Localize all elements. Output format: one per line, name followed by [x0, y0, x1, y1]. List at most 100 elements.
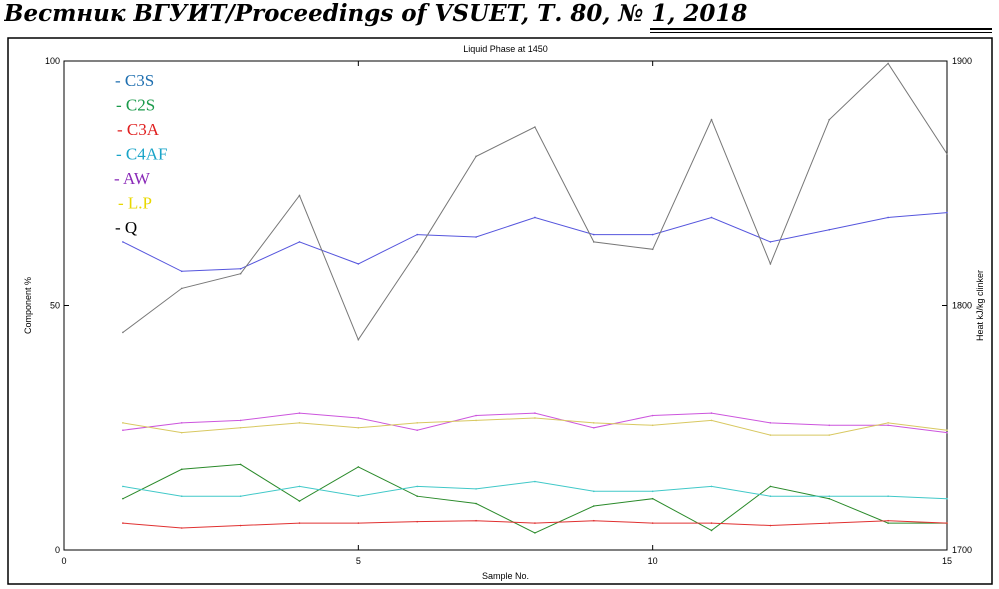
data-point-aw [828, 424, 831, 427]
data-point-c2s [887, 522, 889, 524]
data-point-c2s [357, 466, 360, 468]
data-point-aw [887, 424, 889, 427]
journal-header: Вестник ВГУИТ/Proceedings of VSUET, Т. 8… [4, 0, 994, 34]
data-point-c4af [298, 485, 301, 488]
data-point-q [416, 250, 419, 253]
data-point-lp [534, 417, 536, 419]
y-axis-label: Component % [23, 277, 33, 334]
data-point-c4af [239, 495, 242, 498]
journal-header-text: Вестник ВГУИТ/Proceedings of VSUET, Т. 8… [4, 0, 748, 27]
legend-entry-c2s: - C2S [116, 96, 155, 115]
data-point-c2s [651, 497, 654, 500]
data-point-c3a [651, 522, 654, 524]
legend-entry-c4af: - C4AF [116, 145, 167, 164]
plot-area [63, 60, 948, 551]
data-point-c4af [946, 497, 948, 500]
data-point-c4af [887, 495, 889, 498]
legend-entry-aw: - AW [114, 169, 151, 188]
figure-frame [7, 37, 993, 585]
data-point-c3s [946, 211, 948, 214]
data-point-c4af [828, 495, 831, 498]
legend-entry-c3s: - C3S [115, 71, 154, 90]
data-point-lp [651, 424, 654, 427]
data-point-q [769, 263, 772, 265]
data-point-q [828, 118, 831, 121]
data-point-aw [710, 412, 713, 414]
data-point-c4af [769, 495, 772, 498]
data-point-c3a [887, 519, 889, 522]
data-point-aw [651, 414, 654, 417]
y2-tick-label: 1900 [952, 56, 972, 66]
data-point-c2s [122, 497, 124, 500]
data-point-c4af [357, 495, 360, 498]
x-tick-label: 0 [61, 556, 66, 566]
y-tick-label: 100 [45, 56, 60, 66]
data-point-c3a [828, 522, 831, 524]
x-tick-label: 10 [648, 556, 658, 566]
data-point-lp [239, 426, 242, 429]
data-point-c2s [180, 468, 183, 471]
y-tick-label: 0 [55, 545, 60, 555]
plot-marks: Liquid Phase at 1450 0 5 10 15 0 50 100 1700 1800… [23, 44, 985, 581]
data-point-c3s [887, 216, 889, 219]
data-point-c3a [298, 522, 301, 524]
data-point-aw [475, 414, 477, 417]
data-point-c3s [534, 216, 536, 219]
data-point-c3a [475, 519, 477, 522]
y2-tick-label: 1700 [952, 545, 972, 555]
data-point-c3a [710, 522, 713, 524]
data-point-c4af [593, 490, 595, 493]
data-point-lp [357, 426, 360, 429]
data-point-c2s [239, 463, 242, 466]
data-point-c2s [416, 495, 419, 498]
data-point-c3s [593, 233, 595, 236]
data-point-aw [180, 422, 183, 424]
data-point-c3s [769, 241, 772, 243]
data-point-c3s [651, 233, 654, 236]
data-point-c3a [416, 520, 419, 523]
data-point-c2s [593, 505, 595, 507]
data-point-c4af [534, 480, 536, 483]
data-point-c3a [122, 522, 124, 524]
data-point-q [887, 62, 889, 65]
data-point-aw [357, 417, 360, 419]
data-point-lp [710, 419, 713, 422]
data-point-c2s [828, 497, 831, 500]
data-point-q [946, 153, 948, 155]
header-rule [650, 28, 992, 30]
data-point-q [710, 118, 713, 121]
data-point-lp [946, 429, 948, 431]
data-point-c3a [946, 522, 948, 524]
data-point-c3a [593, 519, 595, 522]
data-point-c3s [710, 216, 713, 219]
legend-entry-lp: - L.P [118, 194, 152, 213]
y2-axis-label: Heat kJ/kg clinker [975, 270, 985, 341]
data-point-lp [769, 434, 772, 436]
data-point-c3s [416, 233, 419, 236]
data-point-c3a [534, 522, 536, 524]
data-point-c3s [180, 270, 183, 273]
data-point-aw [593, 426, 595, 429]
data-point-aw [534, 412, 536, 414]
data-point-aw [239, 419, 242, 422]
data-point-q [475, 155, 477, 158]
data-point-c3a [180, 527, 183, 529]
header-rule-thin [650, 32, 992, 33]
data-point-lp [887, 422, 889, 424]
x-tick-label: 5 [356, 556, 361, 566]
data-point-q [180, 287, 183, 290]
data-point-c4af [475, 488, 477, 490]
y2-tick-label: 1800 [952, 301, 972, 311]
data-point-q [651, 248, 654, 251]
data-point-lp [828, 434, 831, 436]
data-point-c4af [416, 485, 419, 488]
data-point-lp [122, 422, 124, 424]
data-point-c3s [298, 241, 301, 243]
data-point-c3s [357, 263, 360, 265]
data-point-c4af [122, 485, 124, 488]
data-point-lp [298, 422, 301, 424]
data-point-lp [180, 431, 183, 434]
data-point-lp [593, 422, 595, 424]
data-point-aw [298, 412, 301, 414]
